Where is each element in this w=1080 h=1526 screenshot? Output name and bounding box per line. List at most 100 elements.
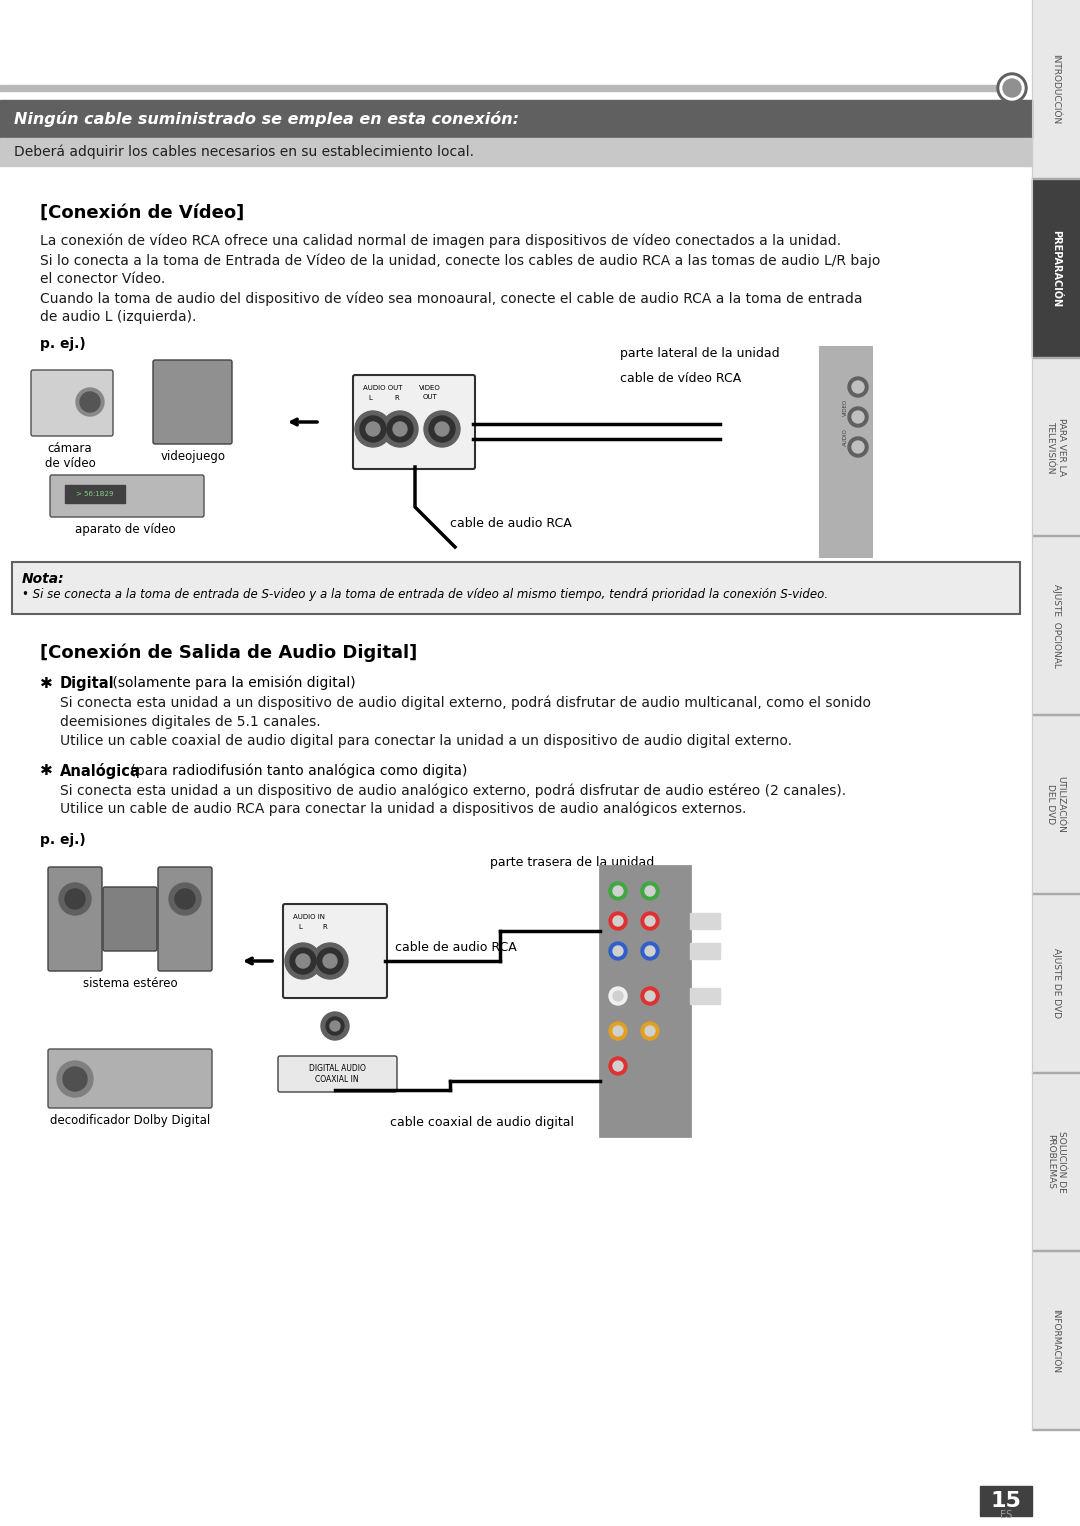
Text: aparato de vídeo: aparato de vídeo [75, 523, 175, 536]
Circle shape [642, 913, 659, 929]
Bar [65, 485, 125, 504]
FancyBboxPatch shape [158, 867, 212, 971]
Circle shape [645, 916, 654, 926]
Circle shape [63, 1067, 87, 1091]
Circle shape [321, 1012, 349, 1041]
Text: ✱: ✱ [40, 763, 57, 778]
Text: UTILIZACIÓN
DEL DVD: UTILIZACIÓN DEL DVD [1047, 775, 1066, 833]
Text: Si conecta esta unidad a un dispositivo de audio digital externo, podrá disfruta: Si conecta esta unidad a un dispositivo … [60, 696, 870, 711]
Text: Deberá adquirir los cables necesarios en su establecimiento local.: Deberá adquirir los cables necesarios en… [14, 145, 474, 159]
Text: R: R [394, 395, 400, 401]
Text: ES: ES [1000, 1511, 1012, 1520]
FancyBboxPatch shape [50, 475, 204, 517]
Circle shape [848, 377, 868, 397]
Circle shape [609, 987, 627, 1006]
Text: videojuego: videojuego [161, 450, 226, 462]
Bar [690, 943, 720, 958]
Circle shape [609, 1058, 627, 1074]
Bar [690, 913, 720, 929]
Bar [600, 865, 690, 1135]
Bar [1032, 0, 1080, 177]
Text: Si lo conecta a la toma de Entrada de Vídeo de la unidad, conecte los cables de : Si lo conecta a la toma de Entrada de Ví… [40, 253, 880, 267]
Circle shape [312, 943, 348, 980]
Text: SOLUCIÓN DE
PROBLEMAS: SOLUCIÓN DE PROBLEMAS [1047, 1131, 1066, 1193]
Text: Cuando la toma de audio del dispositivo de vídeo sea monoaural, conecte el cable: Cuando la toma de audio del dispositivo … [40, 291, 863, 305]
Circle shape [645, 946, 654, 955]
Circle shape [609, 1022, 627, 1041]
Circle shape [355, 410, 391, 447]
Text: (solamente para la emisión digital): (solamente para la emisión digital) [108, 676, 355, 690]
Circle shape [366, 423, 380, 436]
Circle shape [323, 954, 337, 967]
Text: PARA VER LA
TELEVISIÓN: PARA VER LA TELEVISIÓN [1047, 418, 1066, 476]
Text: VIDEO: VIDEO [842, 398, 848, 415]
Text: cable coaxial de audio digital: cable coaxial de audio digital [390, 1116, 573, 1129]
Circle shape [645, 1025, 654, 1036]
Circle shape [642, 1022, 659, 1041]
Text: AJUSTE  OPCIONAL: AJUSTE OPCIONAL [1052, 583, 1061, 667]
Text: Analógica: Analógica [60, 763, 140, 778]
FancyBboxPatch shape [103, 887, 157, 951]
Bar [1032, 536, 1080, 714]
Circle shape [848, 407, 868, 427]
Text: Digital: Digital [60, 676, 114, 691]
Circle shape [59, 884, 91, 916]
Bar [1032, 716, 1080, 893]
Text: de audio L (izquierda).: de audio L (izquierda). [40, 310, 197, 324]
Text: cámara
de vídeo: cámara de vídeo [44, 443, 95, 470]
Circle shape [642, 942, 659, 960]
Circle shape [609, 913, 627, 929]
Circle shape [1003, 79, 1021, 98]
Text: AUDIO OUT: AUDIO OUT [363, 385, 403, 391]
Bar [0, 137, 1032, 166]
Circle shape [387, 417, 413, 443]
Text: cable de vídeo RCA: cable de vídeo RCA [620, 372, 741, 385]
FancyBboxPatch shape [283, 903, 387, 998]
Text: AUDIO IN: AUDIO IN [293, 914, 325, 920]
Text: (para radiodifusión tanto analógica como digita): (para radiodifusión tanto analógica como… [126, 763, 468, 778]
Circle shape [360, 417, 386, 443]
Circle shape [642, 882, 659, 900]
Bar [820, 346, 872, 557]
Text: [Conexión de Salida de Audio Digital]: [Conexión de Salida de Audio Digital] [40, 644, 417, 662]
Circle shape [424, 410, 460, 447]
Circle shape [645, 990, 654, 1001]
Text: ✱: ✱ [40, 676, 57, 691]
Text: deemisiones digitales de 5.1 canales.: deemisiones digitales de 5.1 canales. [60, 716, 321, 729]
Circle shape [80, 392, 100, 412]
Circle shape [613, 887, 623, 896]
Circle shape [382, 410, 418, 447]
Bar [690, 987, 720, 1004]
Text: Utilice un cable coaxial de audio digital para conectar la unidad a un dispositi: Utilice un cable coaxial de audio digita… [60, 734, 792, 748]
Text: parte lateral de la unidad: parte lateral de la unidad [620, 346, 780, 360]
Text: AUDIO: AUDIO [842, 429, 848, 446]
Bar [0, 101, 1032, 137]
Circle shape [642, 987, 659, 1006]
Text: p. ej.): p. ej.) [40, 833, 85, 847]
FancyBboxPatch shape [48, 867, 102, 971]
Circle shape [852, 410, 864, 423]
Circle shape [326, 1016, 345, 1035]
Text: el conector Vídeo.: el conector Vídeo. [40, 272, 165, 285]
Circle shape [613, 946, 623, 955]
Bar [1032, 179, 1080, 357]
Text: Ningún cable suministrado se emplea en esta conexión:: Ningún cable suministrado se emplea en e… [14, 111, 519, 127]
Circle shape [609, 882, 627, 900]
Text: DIGITAL AUDIO
COAXIAL IN: DIGITAL AUDIO COAXIAL IN [309, 1064, 365, 1083]
Text: 15: 15 [990, 1491, 1022, 1511]
Circle shape [318, 948, 343, 974]
Text: sistema estéreo: sistema estéreo [83, 977, 177, 990]
Circle shape [57, 1061, 93, 1097]
Circle shape [613, 1025, 623, 1036]
Circle shape [848, 436, 868, 456]
Circle shape [435, 423, 449, 436]
Text: AJUSTE DE DVD: AJUSTE DE DVD [1052, 948, 1061, 1018]
Text: L: L [368, 395, 372, 401]
Text: La conexión de vídeo RCA ofrece una calidad normal de imagen para dispositivos d: La conexión de vídeo RCA ofrece una cali… [40, 233, 841, 249]
Circle shape [393, 423, 407, 436]
Text: decodificador Dolby Digital: decodificador Dolby Digital [50, 1114, 211, 1128]
Text: INFORMACIÓN: INFORMACIÓN [1052, 1309, 1061, 1373]
Circle shape [429, 417, 455, 443]
Circle shape [285, 943, 321, 980]
Circle shape [997, 73, 1027, 102]
